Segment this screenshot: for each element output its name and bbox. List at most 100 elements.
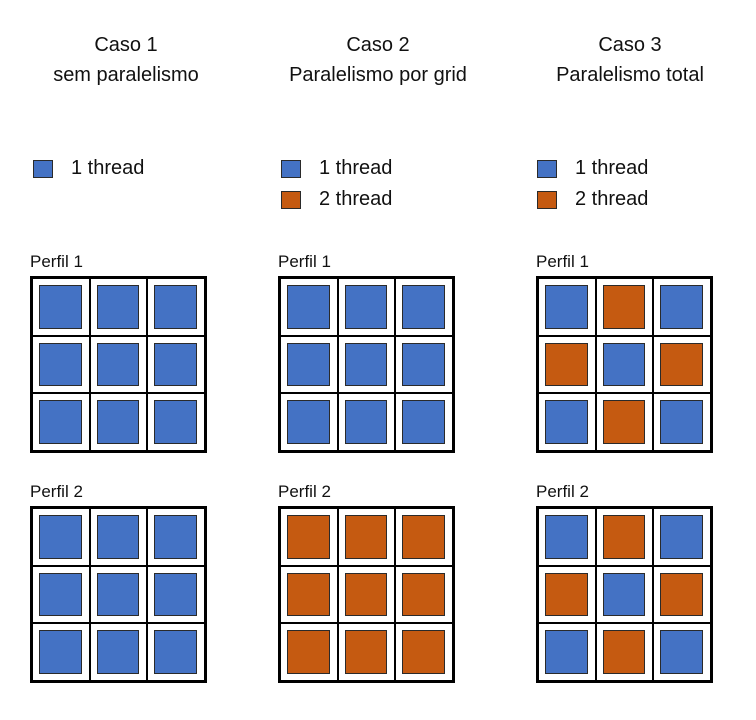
grid-cell [653, 393, 711, 451]
thread-square-orange [344, 515, 388, 559]
grid-cell [32, 335, 90, 394]
profile-label: Perfil 2 [30, 482, 83, 501]
case-title-line1: Caso 1 [94, 34, 158, 56]
thread-square-orange [545, 342, 588, 387]
grid-cell [395, 565, 453, 624]
legend: 1 thread 2 thread [537, 153, 648, 215]
grid-cell [595, 623, 654, 681]
thread-square-orange [402, 515, 445, 559]
legend-swatch-blue [537, 159, 557, 178]
thread-square-blue [96, 572, 140, 617]
thread-square-orange [287, 572, 330, 617]
grid-cell [147, 393, 205, 451]
grid-cell [538, 393, 596, 451]
grid-cell [280, 278, 338, 336]
profile-grid [278, 276, 455, 453]
profile-grid [30, 276, 207, 453]
thread-square-blue [96, 515, 140, 559]
thread-square-orange [287, 515, 330, 559]
case-title: Caso 1 sem paralelismo [0, 30, 252, 90]
grid-cell [395, 278, 453, 336]
thread-square-blue [39, 285, 82, 329]
grid-cell [595, 508, 654, 566]
thread-square-blue [344, 400, 388, 444]
profile-grid [278, 506, 455, 683]
thread-square-blue [287, 285, 330, 329]
thread-square-blue [287, 400, 330, 444]
thread-square-orange [344, 630, 388, 674]
grid-cell [395, 508, 453, 566]
thread-square-blue [344, 285, 388, 329]
grid-cell [147, 508, 205, 566]
grid-cell [538, 623, 596, 681]
legend-label: 1 thread [319, 157, 393, 179]
thread-square-blue [39, 515, 82, 559]
legend-swatch-blue [281, 159, 301, 178]
case-title-line2: Paralelismo total [556, 64, 704, 86]
thread-square-blue [96, 285, 140, 329]
thread-square-orange [287, 630, 330, 674]
profile-label: Perfil 1 [30, 252, 83, 271]
grid-cell [595, 278, 654, 336]
profile-grid [536, 276, 713, 453]
grid-cell [337, 565, 396, 624]
legend: 1 thread [33, 153, 144, 184]
grid-cell [595, 565, 654, 624]
grid-cell [89, 335, 148, 394]
legend-item: 2 thread [281, 184, 392, 215]
thread-square-blue [660, 630, 703, 674]
thread-square-blue [154, 400, 197, 444]
grid-cell [653, 335, 711, 394]
profile-grid [30, 506, 207, 683]
legend-swatch-blue [33, 159, 53, 178]
grid-cell [337, 623, 396, 681]
grid-cell [538, 508, 596, 566]
grid-cell [147, 278, 205, 336]
grid-cell [89, 623, 148, 681]
case-title: Caso 2 Paralelismo por grid [252, 30, 504, 90]
profile-label: Perfil 2 [278, 482, 331, 501]
legend-label: 2 thread [575, 188, 649, 210]
grid-cell [337, 393, 396, 451]
thread-square-orange [660, 572, 703, 617]
thread-square-orange [602, 400, 646, 444]
grid-cell [280, 335, 338, 394]
grid-cell [653, 623, 711, 681]
thread-square-orange [660, 342, 703, 387]
thread-square-orange [402, 630, 445, 674]
grid-cell [595, 335, 654, 394]
thread-square-blue [154, 285, 197, 329]
grid-cell [89, 278, 148, 336]
thread-square-orange [602, 285, 646, 329]
legend-swatch-orange [281, 190, 301, 209]
profile-label: Perfil 1 [278, 252, 331, 271]
grid-cell [337, 335, 396, 394]
grid-cell [337, 278, 396, 336]
legend-swatch-orange [537, 190, 557, 209]
grid-cell [653, 508, 711, 566]
legend-label: 2 thread [319, 188, 393, 210]
case-column-1: Caso 1 sem paralelismo 1 thread Perfil 1 Per… [0, 0, 252, 720]
thread-square-blue [154, 342, 197, 387]
thread-square-blue [96, 400, 140, 444]
thread-square-blue [39, 400, 82, 444]
case-column-3: Caso 3 Paralelismo total 1 thread 2 thread P… [504, 0, 756, 720]
thread-square-orange [602, 515, 646, 559]
case-title: Caso 3 Paralelismo total [504, 30, 756, 90]
thread-square-blue [402, 285, 445, 329]
legend-item: 2 thread [537, 184, 648, 215]
legend-label: 1 thread [575, 157, 649, 179]
legend: 1 thread 2 thread [281, 153, 392, 215]
legend-item: 1 thread [281, 153, 392, 184]
grid-cell [89, 565, 148, 624]
grid-cell [280, 623, 338, 681]
grid-cell [395, 335, 453, 394]
thread-square-blue [660, 400, 703, 444]
grid-cell [147, 623, 205, 681]
grid-cell [32, 393, 90, 451]
legend-item: 1 thread [537, 153, 648, 184]
thread-square-blue [96, 630, 140, 674]
grid-cell [147, 335, 205, 394]
thread-square-blue [154, 572, 197, 617]
grid-cell [538, 565, 596, 624]
